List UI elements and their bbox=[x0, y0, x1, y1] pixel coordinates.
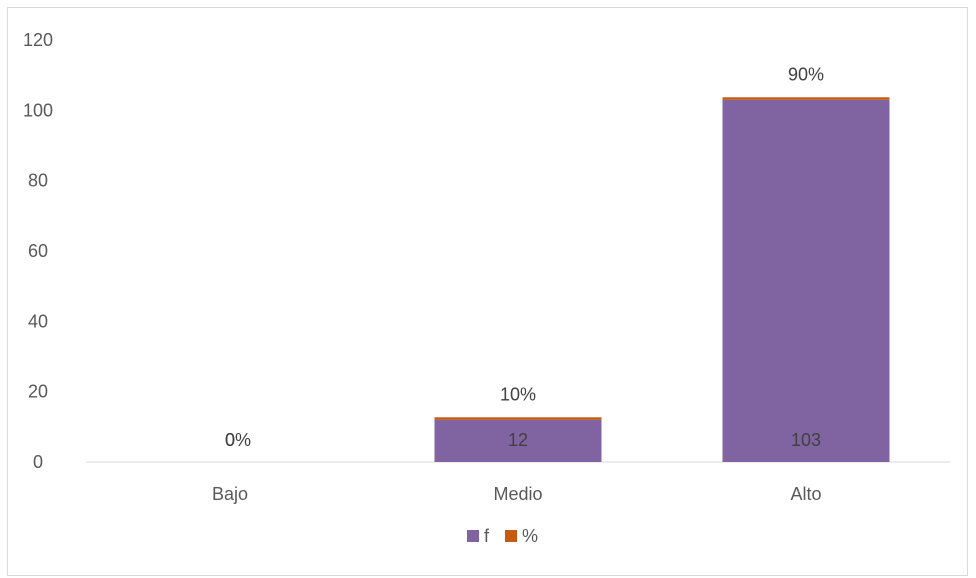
y-tick-label: 0 bbox=[33, 452, 43, 472]
x-tick-label: Medio bbox=[493, 484, 542, 504]
y-tick-label: 60 bbox=[28, 241, 48, 261]
x-tick-label: Alto bbox=[790, 484, 821, 504]
legend-label: % bbox=[522, 526, 538, 546]
y-tick-label: 40 bbox=[28, 311, 48, 331]
x-tick-label: Bajo bbox=[212, 484, 248, 504]
y-tick-label: 80 bbox=[28, 171, 48, 191]
data-label-pct: 90% bbox=[788, 64, 824, 84]
y-tick-label: 20 bbox=[28, 382, 48, 402]
data-labels: 00% 12 10% 103 90% bbox=[225, 64, 824, 450]
bar-pct-medio bbox=[434, 417, 602, 420]
legend: f% bbox=[467, 526, 538, 546]
data-label-f: 12 bbox=[508, 430, 528, 450]
data-label-f: 103 bbox=[791, 430, 821, 450]
legend-label: f bbox=[484, 526, 490, 546]
x-axis: Bajo Medio Alto bbox=[212, 484, 822, 504]
bar-f-alto bbox=[722, 99, 890, 463]
legend-swatch bbox=[505, 530, 517, 542]
y-tick-label: 120 bbox=[23, 30, 53, 50]
data-label-pct: 0% bbox=[225, 430, 251, 450]
data-label-f: 0 bbox=[225, 430, 235, 450]
y-axis: 0 20 40 60 80 100 120 bbox=[23, 30, 53, 472]
y-tick-label: 100 bbox=[23, 100, 53, 120]
bar-f-medio bbox=[434, 419, 602, 462]
legend-swatch bbox=[467, 530, 479, 542]
data-label-pct: 10% bbox=[500, 384, 536, 404]
bars bbox=[434, 97, 890, 463]
bar-pct-alto bbox=[722, 97, 890, 100]
